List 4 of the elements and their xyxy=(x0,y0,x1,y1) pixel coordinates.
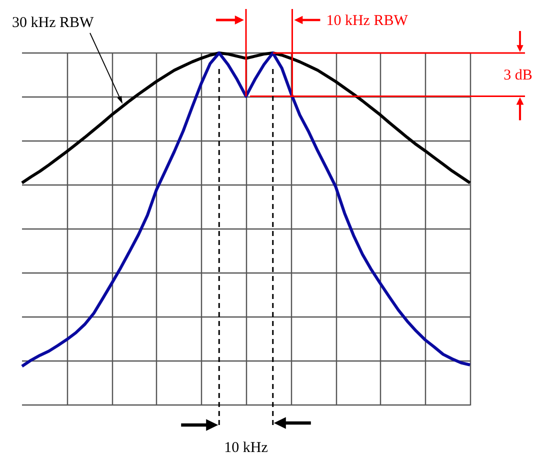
text: 10 kHz xyxy=(224,440,268,456)
text: 30 kHz RBW xyxy=(12,15,94,31)
text: 3 dB xyxy=(504,68,532,84)
text: 10 kHz RBW xyxy=(326,13,409,29)
